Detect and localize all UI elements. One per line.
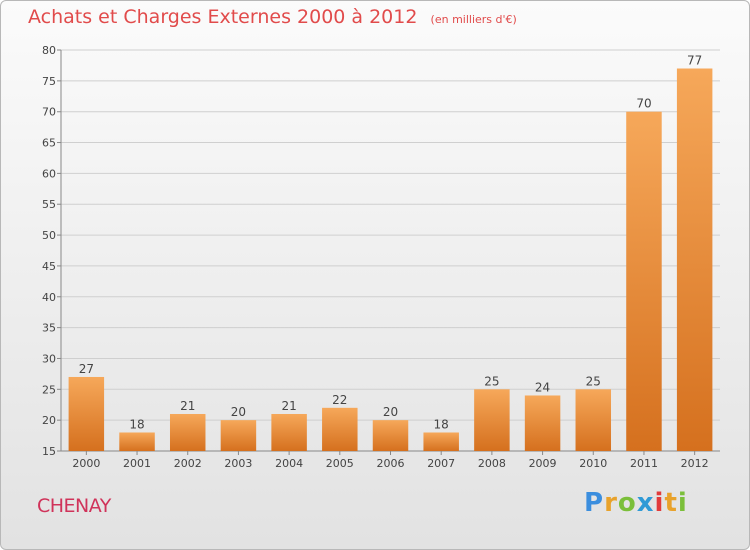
- value-labels: 27 18 21 20 21 22 20 18 25 24 25 70 77: [79, 54, 703, 432]
- logo-letter: i: [654, 488, 665, 518]
- x-tick-label: 2002: [174, 457, 202, 470]
- logo-letter: P: [584, 488, 605, 518]
- proxiti-logo: Proxiti: [584, 488, 688, 518]
- value-label: 25: [586, 374, 601, 388]
- bar: [423, 432, 459, 451]
- y-tick-label: 75: [42, 75, 56, 88]
- y-tick-label: 20: [42, 414, 56, 427]
- y-tick-label: 40: [42, 291, 56, 304]
- x-tick-label: 2010: [579, 457, 607, 470]
- y-tick-label: 45: [42, 260, 56, 273]
- x-tick-label: 2007: [427, 457, 455, 470]
- value-label: 18: [129, 417, 144, 431]
- x-tick-label: 2003: [224, 457, 252, 470]
- logo-letter: t: [664, 488, 678, 518]
- x-tick-label: 2004: [275, 457, 303, 470]
- x-tick-label: 2008: [478, 457, 506, 470]
- value-label: 22: [332, 393, 347, 407]
- bar: [322, 407, 358, 451]
- x-tick-label: 2001: [123, 457, 151, 470]
- logo-letter: i: [677, 488, 688, 518]
- chart-unit: (en milliers d'€): [430, 13, 517, 26]
- value-label: 25: [484, 374, 499, 388]
- bars: [68, 68, 713, 451]
- value-label: 77: [687, 54, 702, 68]
- bar: [676, 68, 713, 451]
- x-tick-label: 2005: [326, 457, 354, 470]
- bar: [575, 389, 612, 451]
- logo-letter: x: [636, 488, 655, 518]
- value-label: 21: [281, 399, 296, 413]
- bar: [524, 395, 561, 451]
- y-tick-label: 65: [42, 137, 56, 150]
- grid-lines: [61, 49, 720, 452]
- y-tick-label: 55: [42, 198, 56, 211]
- y-tick-label: 15: [42, 445, 56, 458]
- bar: [169, 413, 206, 451]
- value-label: 70: [636, 97, 651, 111]
- title-row: Achats et Charges Externes 2000 à 2012 (…: [28, 6, 517, 28]
- y-tick-label: 25: [42, 383, 56, 396]
- y-tick-label: 35: [42, 322, 56, 335]
- y-tick-label: 30: [42, 352, 56, 365]
- value-label: 20: [231, 405, 246, 419]
- bar: [626, 111, 662, 451]
- value-label: 20: [383, 405, 398, 419]
- bar: [220, 420, 257, 451]
- logo-letter: r: [604, 488, 618, 518]
- value-label: 18: [434, 417, 449, 431]
- y-tick-label: 80: [42, 44, 56, 57]
- bar: [68, 376, 105, 451]
- x-tick-label: 2006: [377, 457, 405, 470]
- x-tick-label: 2012: [681, 457, 709, 470]
- x-tick-label: 2011: [630, 457, 658, 470]
- x-tick-label: 2000: [72, 457, 100, 470]
- place-name: CHENAY: [37, 495, 111, 517]
- chart-title: Achats et Charges Externes 2000 à 2012: [28, 6, 418, 28]
- axes: 15 20 25 30 35 40 45 50 55 60 65 70 75 80 2000 2001 2002…: [42, 44, 720, 470]
- bar: [372, 420, 409, 451]
- y-tick-label: 50: [42, 229, 56, 242]
- value-label: 24: [535, 380, 550, 394]
- logo-letter: o: [617, 488, 637, 518]
- x-tick-label: 2009: [529, 457, 557, 470]
- value-label: 21: [180, 399, 195, 413]
- bar: [474, 389, 510, 451]
- bar: [271, 413, 307, 451]
- value-label: 27: [79, 362, 94, 376]
- y-tick-label: 60: [42, 167, 56, 180]
- y-tick-label: 70: [42, 106, 56, 119]
- bar: [119, 432, 155, 451]
